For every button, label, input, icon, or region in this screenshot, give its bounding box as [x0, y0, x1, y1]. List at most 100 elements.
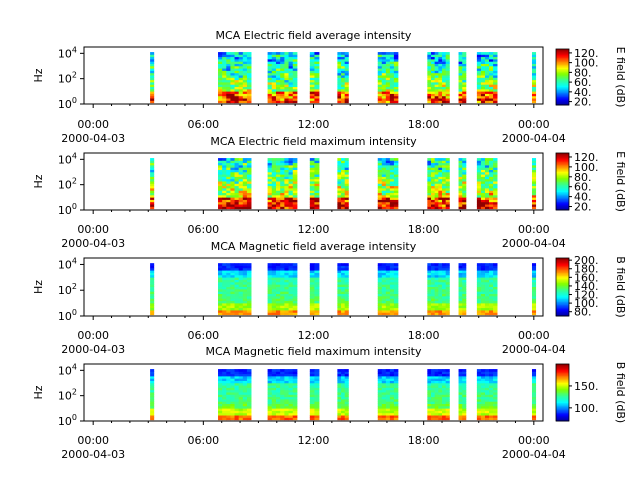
spectrogram-cell — [458, 190, 463, 194]
spectrogram-cell — [288, 396, 294, 400]
spectrogram-cell — [458, 385, 463, 388]
spectrogram-cell — [389, 291, 395, 295]
spectrogram-cell — [381, 167, 387, 170]
spectrogram-cell — [445, 373, 450, 377]
spectrogram-cell — [427, 75, 432, 78]
colorbar-swatch — [556, 314, 569, 317]
colorbar-swatch — [556, 310, 569, 313]
spectrogram-cell — [493, 274, 498, 278]
spectrogram-cell — [314, 392, 320, 395]
spectrogram-cell — [484, 295, 490, 299]
spectrogram-cell — [288, 75, 294, 78]
spectrogram-cell — [242, 263, 248, 266]
spectrogram-cell — [344, 291, 349, 295]
spectrogram-cell — [246, 417, 252, 421]
spectrogram-cell — [480, 302, 486, 306]
spectrogram-cell — [284, 265, 289, 269]
spectrogram-cell — [275, 68, 281, 71]
spectrogram-cell — [292, 63, 298, 67]
spectrogram-cell — [377, 171, 383, 175]
spectrogram-cell — [385, 185, 391, 189]
spectrogram-cell — [288, 378, 294, 381]
spectrogram-cell — [489, 178, 494, 182]
spectrogram-cell — [445, 415, 450, 418]
spectrogram-cell — [493, 284, 498, 287]
spectrogram-cell — [493, 272, 498, 276]
spectrogram-cell — [337, 375, 342, 379]
spectrogram-cell — [226, 171, 231, 175]
spectrogram-cell — [246, 277, 252, 280]
spectrogram-cell — [427, 272, 432, 276]
spectrogram-cell — [427, 93, 432, 97]
colorbar-tick-label: 60. — [574, 76, 592, 89]
spectrogram-cell — [442, 98, 447, 101]
spectrogram-cell — [280, 263, 285, 266]
spectrogram-cell — [280, 72, 285, 76]
spectrogram-cell — [458, 382, 463, 386]
spectrogram-cell — [271, 298, 277, 302]
spectrogram-cell — [458, 389, 463, 393]
spectrogram-cell — [377, 169, 383, 173]
spectrogram-cell — [150, 58, 155, 62]
spectrogram-cell — [344, 286, 349, 290]
spectrogram-cell — [341, 178, 346, 182]
spectrogram-cell — [389, 265, 395, 269]
x-tick-label: 00:00 — [77, 118, 109, 131]
spectrogram-cell — [531, 410, 537, 414]
spectrogram-cell — [377, 267, 383, 271]
spectrogram-cell — [218, 300, 223, 304]
spectrogram-cell — [393, 369, 399, 372]
panel-title: MCA Magnetic field maximum intensity — [206, 345, 422, 358]
spectrogram-cell — [292, 371, 298, 375]
spectrogram-cell — [234, 82, 240, 85]
spectrogram-cell — [234, 206, 240, 210]
spectrogram-cell — [246, 300, 252, 304]
colorbar: 20.40.60.80.100.120. E field (dB) — [555, 47, 627, 109]
spectrogram-cell — [271, 65, 277, 69]
spectrogram-cell — [271, 63, 277, 67]
spectrogram-cell — [442, 415, 447, 418]
spectrogram-cell — [238, 417, 244, 421]
spectrogram-cell — [242, 65, 248, 69]
spectrogram-cell — [381, 382, 387, 386]
spectrogram-cell — [493, 373, 498, 377]
spectrogram-cell — [150, 394, 155, 398]
spectrogram-cell — [385, 167, 391, 170]
spectrogram-cell — [267, 267, 273, 271]
spectrogram-cell — [226, 174, 231, 177]
spectrogram-cell — [344, 412, 349, 416]
spectrogram-cell — [531, 164, 537, 168]
spectrogram-cell — [431, 412, 436, 416]
spectrogram-cell — [271, 265, 277, 269]
spectrogram-cell — [238, 65, 244, 69]
spectrogram-cell — [280, 284, 285, 287]
spectrogram-cell — [292, 412, 298, 416]
spectrogram-cell — [431, 385, 436, 388]
spectrogram-cell — [389, 169, 395, 173]
spectrogram-cell — [238, 310, 244, 313]
spectrogram-cell — [150, 267, 155, 271]
spectrogram-cell — [284, 188, 289, 191]
spectrogram-cell — [389, 199, 395, 203]
spectrogram-cell — [381, 392, 387, 395]
spectrogram-cell — [476, 415, 482, 418]
spectrogram-cell — [238, 286, 244, 290]
spectrogram-cell — [246, 84, 252, 88]
spectrogram-cell — [493, 91, 498, 94]
spectrogram-cell — [462, 378, 467, 381]
spectrogram-cell — [226, 307, 231, 311]
spectrogram-cell — [489, 176, 494, 180]
spectrogram-cell — [385, 56, 391, 60]
spectrogram-cell — [271, 389, 277, 393]
spectrogram-cell — [462, 405, 467, 409]
spectrogram-cell — [284, 72, 289, 76]
spectrogram-cell — [284, 375, 289, 379]
spectrogram-cell — [493, 194, 498, 198]
spectrogram-cell — [458, 373, 463, 377]
spectrogram-cell — [458, 392, 463, 395]
spectrogram-cell — [442, 291, 447, 295]
spectrogram-cell — [314, 206, 320, 210]
spectrogram-cell — [462, 54, 467, 58]
spectrogram-cell — [288, 380, 294, 384]
spectrogram-cell — [484, 190, 490, 194]
